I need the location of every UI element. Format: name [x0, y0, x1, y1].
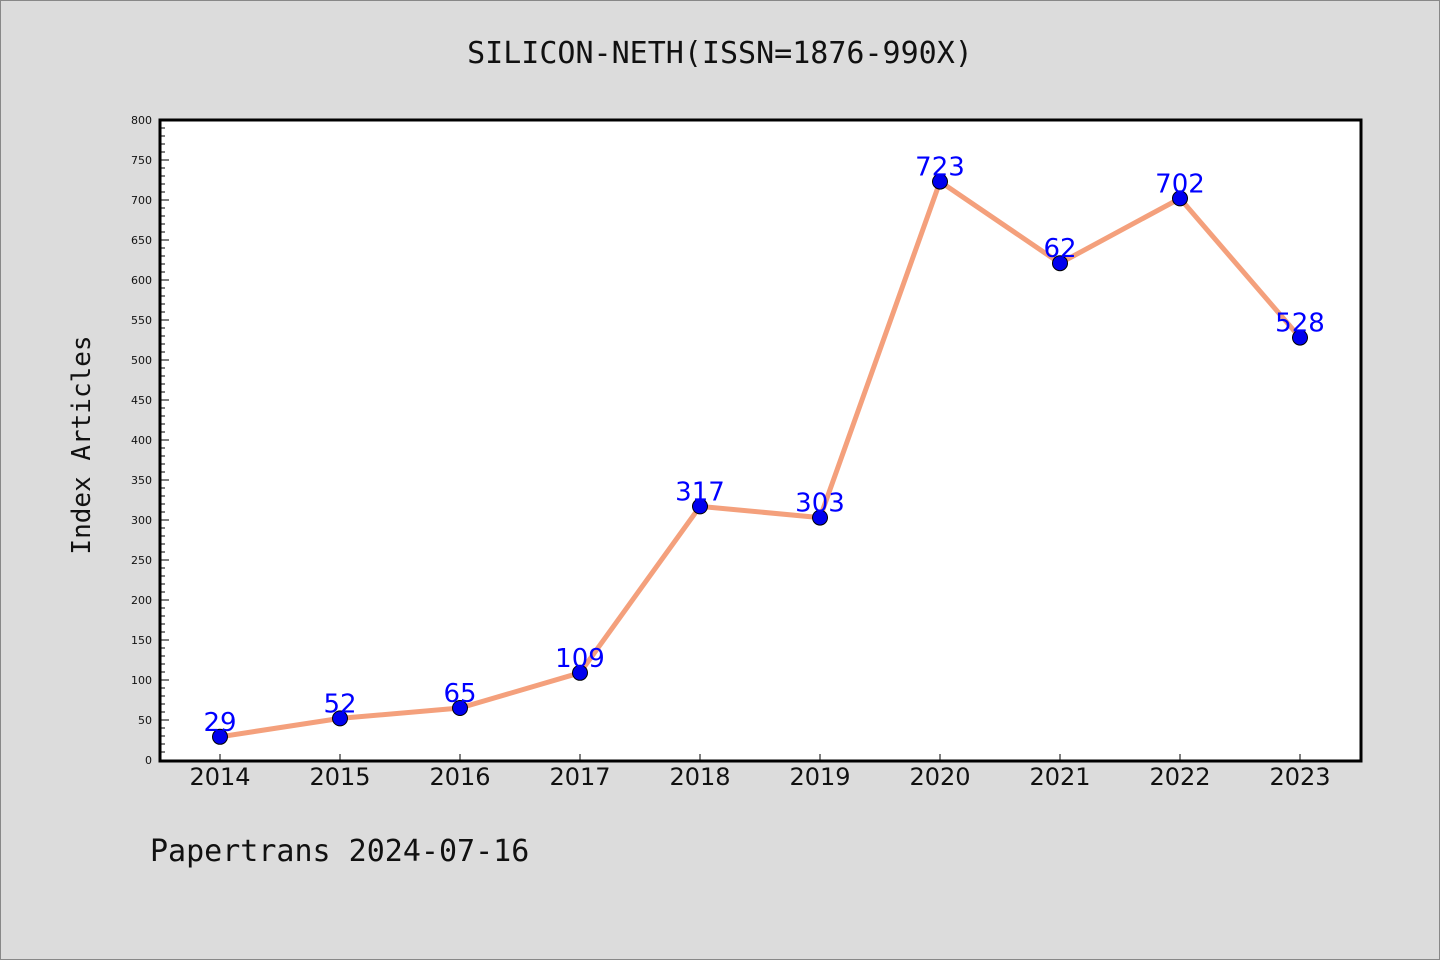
series-line [217, 179, 1303, 740]
data-label: 29 [203, 708, 236, 738]
y-tick-label: 150 [131, 634, 152, 647]
y-tick-label: 200 [131, 594, 152, 607]
data-label: 109 [555, 644, 605, 674]
y-tick-label: 800 [131, 114, 152, 127]
x-tick-label: 2021 [1029, 763, 1090, 791]
data-labels: 29 52 65 109 317 303 723 62 702 528 [203, 153, 1324, 738]
data-point [692, 498, 708, 515]
x-tick-label: 2016 [429, 763, 490, 791]
y-axis: 0 50 100 150 200 250 300 350 400 450 500 550 600 650 7… [131, 114, 169, 767]
y-axis-label: Index Articles [67, 335, 97, 554]
y-tick-label: 600 [131, 274, 152, 287]
data-label: 317 [675, 477, 725, 507]
x-axis: 2014 2015 2016 2017 2018 2019 2020 2021 2022 2023 [189, 754, 1331, 791]
y-tick-label: 350 [131, 474, 152, 487]
y-tick-label: 650 [131, 234, 152, 247]
y-tick-label: 550 [131, 314, 152, 327]
y-tick-label: 500 [131, 354, 152, 367]
data-point [812, 509, 828, 526]
data-label: 52 [323, 689, 356, 719]
data-point [1052, 255, 1068, 272]
chart-title: SILICON-NETH(ISSN=1876-990X) [467, 36, 973, 71]
data-label: 65 [443, 679, 476, 709]
y-tick-label: 450 [131, 394, 152, 407]
data-point [332, 710, 348, 727]
series [212, 173, 1308, 745]
y-tick-label: 750 [131, 154, 152, 167]
x-tick-label: 2014 [189, 763, 250, 791]
data-label: 62 [1043, 234, 1076, 264]
y-tick-label: 250 [131, 554, 152, 567]
x-tick-label: 2020 [909, 763, 970, 791]
y-tick-label: 0 [145, 754, 152, 767]
data-label: 723 [915, 153, 965, 183]
plot-area [158, 118, 1363, 763]
x-tick-label: 2023 [1269, 763, 1330, 791]
data-label: 702 [1155, 169, 1205, 199]
y-tick-label: 700 [131, 194, 152, 207]
footer-text: Papertrans 2024-07-16 [150, 834, 530, 869]
data-point [572, 664, 588, 681]
data-point [932, 173, 948, 190]
x-tick-label: 2022 [1149, 763, 1210, 791]
x-tick-label: 2015 [309, 763, 370, 791]
x-tick-label: 2018 [669, 763, 730, 791]
y-tick-label: 100 [131, 674, 152, 687]
data-label: 528 [1275, 309, 1325, 339]
y-tick-label: 400 [131, 434, 152, 447]
y-tick-label: 300 [131, 514, 152, 527]
y-tick-label: 50 [138, 714, 152, 727]
x-tick-label: 2017 [549, 763, 610, 791]
data-point [1292, 329, 1308, 346]
data-point [452, 700, 468, 716]
data-point [212, 728, 228, 745]
x-tick-label: 2019 [789, 763, 850, 791]
data-label: 303 [795, 489, 845, 519]
data-point [1172, 190, 1188, 207]
